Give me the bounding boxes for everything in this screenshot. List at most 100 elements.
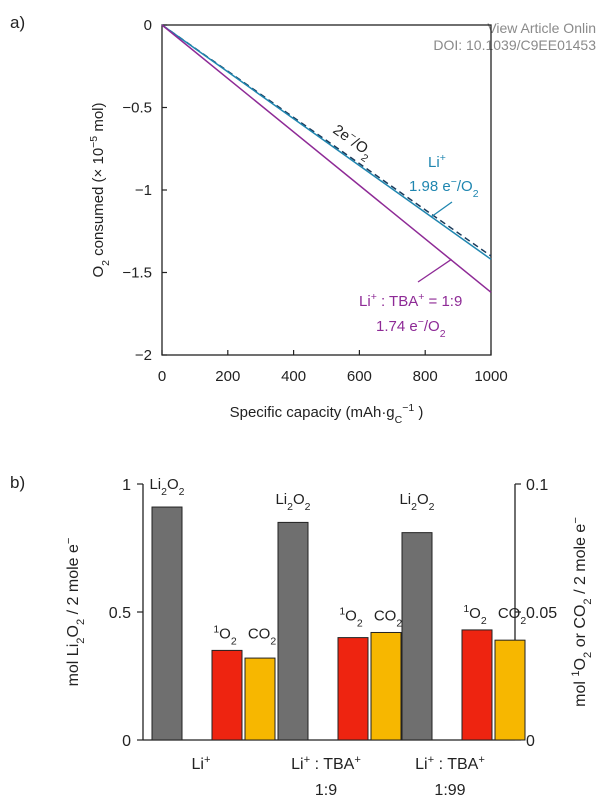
bar-label-singlet-o2-1-part: O [345, 607, 357, 624]
bar-label-li2o2-1-part: Li [275, 491, 287, 508]
annotation-li-leader [430, 201, 453, 218]
bar-label-li2o2-2-part: Li [399, 491, 411, 508]
category-label-2-part: : TBA [434, 756, 478, 773]
right-axis-title-part: 2 [582, 598, 594, 604]
x-tick-label: 800 [413, 368, 438, 385]
panel-b-label: b) [10, 473, 25, 492]
right-axis-title-part: 2 [582, 652, 594, 658]
bar-label-singlet-o2-2-part: O [469, 605, 481, 622]
bar-label-singlet-o2-2: 1O2 [463, 603, 487, 627]
x-tick-label-part: 800 [413, 368, 438, 385]
bar-li2o2-2 [401, 532, 433, 741]
category-label-2: Li+ : TBA+ [415, 754, 485, 773]
y-tick-label-part: −2 [135, 347, 152, 364]
panel-a-line-chart: a)0 200 400 600 800 10000−0.5−1−1.5−2Specific… [10, 13, 508, 426]
bar-singlet-o2-0 [211, 649, 243, 741]
panel-a-label-part: a) [10, 13, 25, 32]
category-label-1: Li+ : TBA+ [291, 754, 361, 773]
annotation-li-line2: 1.98 e−/O2 [409, 176, 479, 200]
y-axis-title-part: consumed (× 10 [90, 148, 107, 260]
x-axis-title-part: Specific capacity (mAh·g [230, 404, 395, 421]
x-tick-label-part: 0 [158, 368, 166, 385]
y-axis-title-part: O [90, 266, 107, 278]
panel-a-label: a) [10, 13, 25, 32]
annotation-li-line2-part: 1.98 e [409, 178, 451, 195]
annotation-tba-line1: Li+ : TBA+ = 1:9 [359, 291, 462, 310]
bar-label-co2-1: CO2 [374, 607, 403, 629]
bar-singlet-o2-1 [337, 637, 369, 741]
bar-label-li2o2-0-part: Li [149, 476, 161, 493]
annotation-2e-per-o2-part: 2e [330, 121, 353, 145]
x-tick-label-part: 1000 [474, 368, 507, 385]
left-tick-label: 0 [122, 733, 131, 750]
annotation-tba-line2-part: 1.74 e [376, 318, 418, 335]
y-axis-title-part: mol) [90, 103, 107, 136]
right-axis-title-part: − [570, 517, 582, 524]
bar-co2-1 [370, 631, 402, 741]
x-tick-label: 400 [281, 368, 306, 385]
y-tick-label: 0 [144, 17, 152, 34]
category-label-1-part: : TBA [310, 756, 354, 773]
bar-label-li2o2-0: Li2O2 [149, 476, 184, 498]
left-tick-label-part: 0.5 [109, 605, 131, 622]
bar-li2o2-0 [151, 506, 183, 741]
left-tick-label-part: 1 [122, 477, 131, 494]
annotation-li-line2-part: 2 [473, 188, 479, 200]
bar-label-singlet-o2-1-part: 1 [339, 605, 345, 617]
y-tick-label: −1.5 [122, 265, 152, 282]
annotation-2e-per-o2: 2e−/O2 [327, 120, 377, 165]
annotation-li-line1-part: Li [428, 154, 440, 171]
left-axis-title-part: 2 [75, 619, 87, 625]
category-label-1-part: Li [291, 756, 303, 773]
bar-label-li2o2-0-part: 2 [179, 486, 185, 498]
left-axis-title-part: / 2 mole e [65, 544, 82, 619]
panel-b-label-part: b) [10, 473, 25, 492]
bar-label-li2o2-0-part: O [167, 476, 179, 493]
bar-label-singlet-o2-1-part: 2 [357, 617, 363, 629]
annotation-tba-line2-part: 2 [440, 328, 446, 340]
annotation-li-line2-part: /O [457, 178, 473, 195]
right-axis-title-part: mol [572, 677, 589, 707]
category-sublabel-2-part: 1:99 [434, 782, 465, 799]
bar-label-singlet-o2-1: 1O2 [339, 605, 363, 629]
x-axis-title-part: C [395, 414, 403, 426]
annotation-tba-line1-part: + [418, 291, 424, 303]
watermark-line-2: DOI: 10.1039/C9EE01453 [433, 37, 596, 53]
annotation-tba-line2-part: /O [424, 318, 440, 335]
left-axis-title-part: − [63, 538, 75, 545]
category-sublabel-1-part: 1:9 [315, 782, 337, 799]
y-tick-label-part: 0 [144, 17, 152, 34]
annotation-tba-line1-part: : TBA [377, 293, 418, 310]
left-axis-title-part: O [65, 625, 82, 637]
series-line-1 [161, 24, 492, 260]
left-axis-title-part: 2 [75, 638, 87, 644]
y-tick-label: −2 [135, 347, 152, 364]
bar-label-singlet-o2-2-part: 2 [481, 615, 487, 627]
bar-label-co2-0: CO2 [248, 625, 277, 647]
annotation-li-line1: Li+ [428, 152, 446, 171]
x-tick-label-part: 600 [347, 368, 372, 385]
bar-li2o2-1 [277, 521, 309, 741]
bar-label-li2o2-2: Li2O2 [399, 491, 434, 513]
bar-label-co2-2-part: 2 [520, 615, 526, 627]
annotation-2e-per-o2-part: 2 [358, 152, 370, 165]
annotation-li-line2-part: − [451, 176, 457, 188]
bar-label-singlet-o2-0-part: O [219, 625, 231, 642]
series-line-2 [161, 24, 492, 293]
bar-label-li2o2-2-part: 2 [411, 501, 417, 513]
left-axis-title-part: mol Li [65, 644, 82, 687]
bar-co2-0 [244, 657, 276, 741]
category-label-1-part: + [304, 754, 311, 766]
right-axis-title-part: O [572, 658, 589, 670]
annotation-tba-line1-part: + [371, 291, 377, 303]
bar-label-co2-0-part: CO [248, 625, 271, 642]
x-tick-label: 600 [347, 368, 372, 385]
right-tick-label-part: 0.1 [526, 477, 548, 494]
category-label-2-part: Li [415, 756, 427, 773]
bar-singlet-o2-2 [461, 629, 493, 741]
bar-label-li2o2-1-part: O [293, 491, 305, 508]
bar-label-li2o2-1-part: 2 [287, 501, 293, 513]
x-tick-label-part: 400 [281, 368, 306, 385]
